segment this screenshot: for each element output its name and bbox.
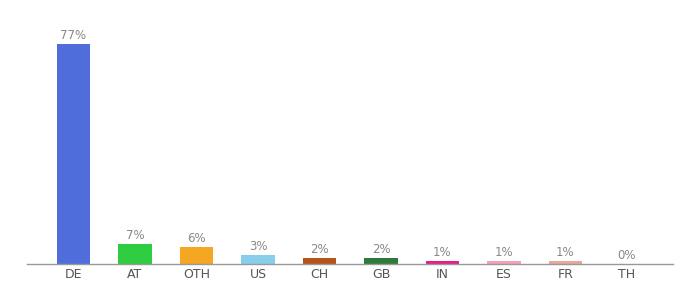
Bar	[180, 247, 214, 264]
Text: 7%: 7%	[126, 229, 144, 242]
Text: 2%: 2%	[372, 243, 390, 256]
Bar	[364, 258, 398, 264]
Bar	[303, 258, 337, 264]
Text: 0%: 0%	[617, 249, 636, 262]
Bar	[426, 261, 460, 264]
Text: 3%: 3%	[249, 240, 267, 254]
Text: 2%: 2%	[310, 243, 328, 256]
Bar	[118, 244, 152, 264]
Text: 77%: 77%	[61, 29, 86, 42]
Bar	[487, 261, 521, 264]
Text: 6%: 6%	[187, 232, 206, 245]
Bar	[549, 261, 582, 264]
Bar	[56, 44, 90, 264]
Text: 1%: 1%	[556, 246, 575, 259]
Text: 1%: 1%	[433, 246, 452, 259]
Text: 1%: 1%	[494, 246, 513, 259]
Bar	[241, 255, 275, 264]
